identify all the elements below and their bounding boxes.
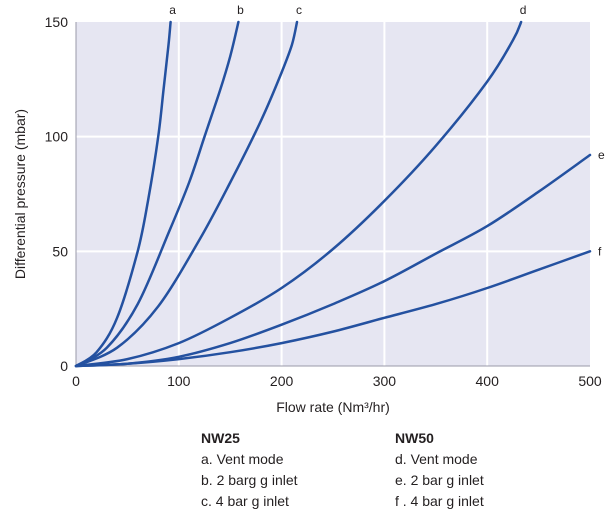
y-tick-label: 100	[45, 129, 69, 145]
x-tick-label: 200	[270, 373, 294, 389]
legend-entry-c: c. 4 bar g inlet	[201, 493, 289, 509]
x-tick-label: 100	[167, 373, 191, 389]
x-tick-label: 500	[578, 373, 602, 389]
legend-heading-nw25: NW25	[201, 430, 240, 446]
series-label-f: f	[598, 244, 602, 258]
y-tick-label: 0	[60, 358, 68, 374]
series-line-c	[74, 20, 299, 368]
legend-heading-nw50: NW50	[395, 430, 434, 446]
axes: 0 100 200 300 400 500 0 50 100 150	[45, 14, 602, 389]
grid-lines	[76, 22, 590, 366]
series-line-a	[74, 20, 172, 368]
x-tick-label: 300	[373, 373, 397, 389]
legend-entry-e: e. 2 bar g inlet	[395, 472, 484, 488]
x-axis-title: Flow rate (Nm³/hr)	[276, 399, 390, 415]
y-tick-label: 50	[52, 243, 68, 259]
series-lines	[74, 20, 592, 368]
series-labels: a b c d e f	[169, 3, 605, 258]
legend-entry-d: d. Vent mode	[395, 451, 478, 467]
series-label-d: d	[520, 3, 527, 17]
y-tick-label: 150	[45, 14, 69, 30]
series-label-a: a	[169, 3, 176, 17]
plot-area	[76, 22, 590, 366]
series-label-b: b	[237, 3, 244, 17]
x-tick-label: 400	[476, 373, 500, 389]
legend-entry-f: f . 4 bar g inlet	[395, 493, 484, 509]
legend-nw25: NW25 a. Vent mode b. 2 barg g inlet c. 4…	[201, 428, 298, 512]
series-line-b	[74, 20, 240, 368]
x-tick-label: 0	[72, 373, 80, 389]
legend-nw50: NW50 d. Vent mode e. 2 bar g inlet f . 4…	[395, 428, 484, 512]
series-line-f	[74, 250, 592, 368]
series-line-d	[74, 20, 523, 368]
y-axis-title: Differential pressure (mbar)	[12, 109, 28, 279]
series-label-e: e	[598, 148, 605, 162]
legend-entry-a: a. Vent mode	[201, 451, 284, 467]
legend-entry-b: b. 2 barg g inlet	[201, 472, 298, 488]
series-label-c: c	[296, 3, 302, 17]
